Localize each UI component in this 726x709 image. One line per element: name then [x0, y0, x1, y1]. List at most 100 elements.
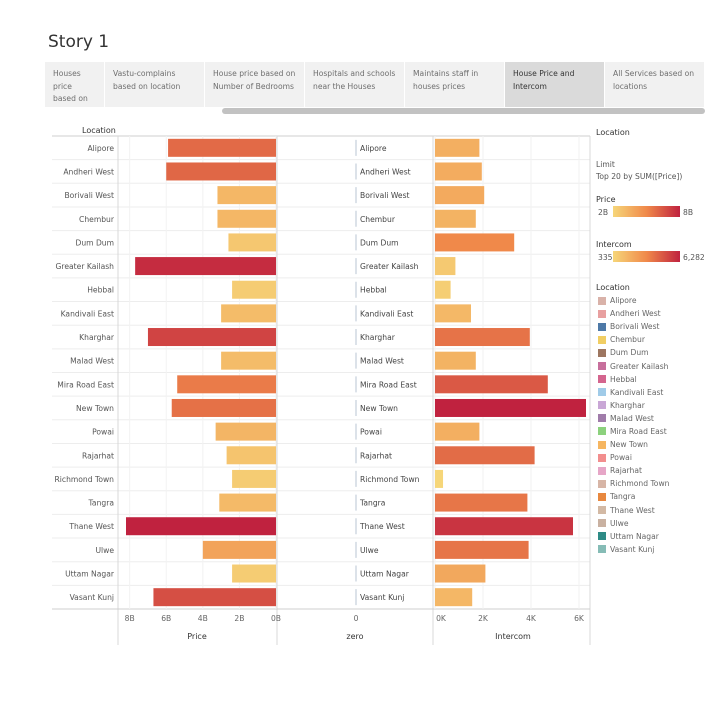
zero-pane-label: Andheri West	[360, 167, 411, 176]
location-legend-item[interactable]: Rajarhat	[598, 464, 669, 477]
tab-hospitals-schools[interactable]: Hospitals and schools near the Houses	[305, 62, 405, 107]
location-legend-item[interactable]: Borivali West	[598, 320, 669, 333]
intercom-legend-max: 6,282	[683, 253, 705, 262]
legend-label: Thane West	[610, 505, 655, 515]
row-label: Hebbal	[87, 286, 114, 295]
price-bar	[202, 540, 276, 559]
price-color-scale	[613, 206, 680, 217]
legend-swatch	[598, 309, 606, 318]
price-tick-label: 8B	[125, 614, 135, 623]
price-bar	[147, 328, 276, 347]
location-legend-item[interactable]: Alipore	[598, 294, 669, 307]
intercom-bar	[435, 493, 528, 512]
location-filter-title: Location	[596, 128, 630, 137]
location-legend-item[interactable]: Vasant Kunj	[598, 543, 669, 556]
legend-label: Dum Dum	[610, 348, 649, 358]
tab-house-price-intercom[interactable]: House Price and Intercom	[505, 62, 605, 107]
location-legend-item[interactable]: Kandivali East	[598, 386, 669, 399]
row-label: Ulwe	[95, 546, 114, 555]
intercom-bar	[435, 162, 482, 181]
row-label: Borivali West	[64, 191, 114, 200]
location-legend-item[interactable]: Malad West	[598, 412, 669, 425]
row-label: Richmond Town	[55, 475, 115, 484]
row-label: New Town	[76, 404, 114, 413]
price-tick-label: 2B	[234, 614, 244, 623]
row-label: Malad West	[70, 357, 114, 366]
legend-swatch	[598, 296, 606, 305]
intercom-color-scale	[613, 251, 680, 262]
zero-pane-label: New Town	[360, 404, 398, 413]
legend-swatch	[598, 545, 606, 554]
legend-swatch	[598, 401, 606, 410]
intercom-bar	[435, 351, 476, 370]
legend-swatch	[598, 375, 606, 384]
zero-pane-label: Thane West	[359, 522, 405, 531]
zero-pane-label: Vasant Kunj	[360, 593, 404, 602]
tab-houses-price[interactable]: Houses price based on rai..	[45, 62, 105, 107]
location-legend-item[interactable]: Richmond Town	[598, 477, 669, 490]
zero-pane-label: Ulwe	[360, 546, 379, 555]
limit-value: Top 20 by SUM([Price])	[596, 172, 683, 181]
price-bar	[232, 564, 276, 583]
intercom-tick-label: 2K	[478, 614, 489, 623]
location-legend-title: Location	[596, 283, 630, 292]
location-legend-item[interactable]: Mira Road East	[598, 425, 669, 438]
legend-label: Alipore	[610, 296, 637, 306]
zero-pane-label: Borivali West	[360, 191, 410, 200]
price-bar	[135, 257, 276, 276]
row-label: Uttam Nagar	[65, 570, 115, 579]
legend-swatch	[598, 348, 606, 357]
location-legend-item[interactable]: Tangra	[598, 490, 669, 503]
intercom-bar	[435, 588, 473, 607]
intercom-bar	[435, 398, 586, 417]
zero-tick-label: 0	[354, 614, 359, 623]
price-bar	[126, 517, 276, 536]
location-legend-item[interactable]: Ulwe	[598, 517, 669, 530]
row-label: Kandivali East	[61, 309, 114, 318]
location-legend-item[interactable]: New Town	[598, 438, 669, 451]
price-bar	[221, 351, 276, 370]
location-legend-item[interactable]: Kharghar	[598, 399, 669, 412]
location-legend-item[interactable]: Uttam Nagar	[598, 530, 669, 543]
tab-maintains-staff[interactable]: Maintains staff in houses prices	[405, 62, 505, 107]
legend-label: Kandivali East	[610, 387, 664, 397]
intercom-legend-title: Intercom	[596, 240, 632, 249]
legend-label: Rajarhat	[610, 466, 642, 476]
intercom-axis-title: Intercom	[495, 632, 531, 641]
row-header: Location	[82, 126, 116, 135]
intercom-bar	[435, 469, 444, 488]
location-legend-item[interactable]: Andheri West	[598, 307, 669, 320]
row-label: Alipore	[87, 144, 114, 153]
intercom-bar	[435, 209, 476, 228]
legend-swatch	[598, 388, 606, 397]
row-label: Tangra	[88, 499, 114, 508]
legend-swatch	[598, 427, 606, 436]
location-legend-item[interactable]: Thane West	[598, 504, 669, 517]
price-bar	[228, 233, 276, 252]
intercom-bar	[435, 328, 530, 347]
location-legend-item[interactable]: Dum Dum	[598, 346, 669, 359]
legend-swatch	[598, 466, 606, 475]
price-legend-max: 8B	[683, 208, 694, 217]
price-tick-label: 0B	[271, 614, 281, 623]
location-legend-item[interactable]: Chembur	[598, 333, 669, 346]
zero-pane-label: Kandivali East	[360, 309, 413, 318]
price-bar	[217, 209, 276, 228]
intercom-bar	[435, 564, 486, 583]
tab-vastu-complains[interactable]: Vastu-complains based on location	[105, 62, 205, 107]
price-bar	[153, 588, 276, 607]
limit-label: Limit	[596, 160, 615, 169]
location-legend-item[interactable]: Greater Kailash	[598, 359, 669, 372]
row-label: Greater Kailash	[56, 262, 115, 271]
location-legend-item[interactable]: Powai	[598, 451, 669, 464]
zero-pane-label: Uttam Nagar	[360, 570, 410, 579]
row-label: Kharghar	[79, 333, 115, 342]
tab-bedrooms[interactable]: House price based on Number of Bedrooms	[205, 62, 305, 107]
tabs-scrollbar[interactable]	[222, 108, 705, 114]
legend-label: Tangra	[610, 492, 636, 502]
legend-label: Malad West	[610, 413, 654, 423]
price-bar	[232, 280, 276, 299]
location-legend-item[interactable]: Hebbal	[598, 373, 669, 386]
intercom-tick-label: 6K	[574, 614, 585, 623]
tab-all-services[interactable]: All Services based on locations	[605, 62, 705, 107]
